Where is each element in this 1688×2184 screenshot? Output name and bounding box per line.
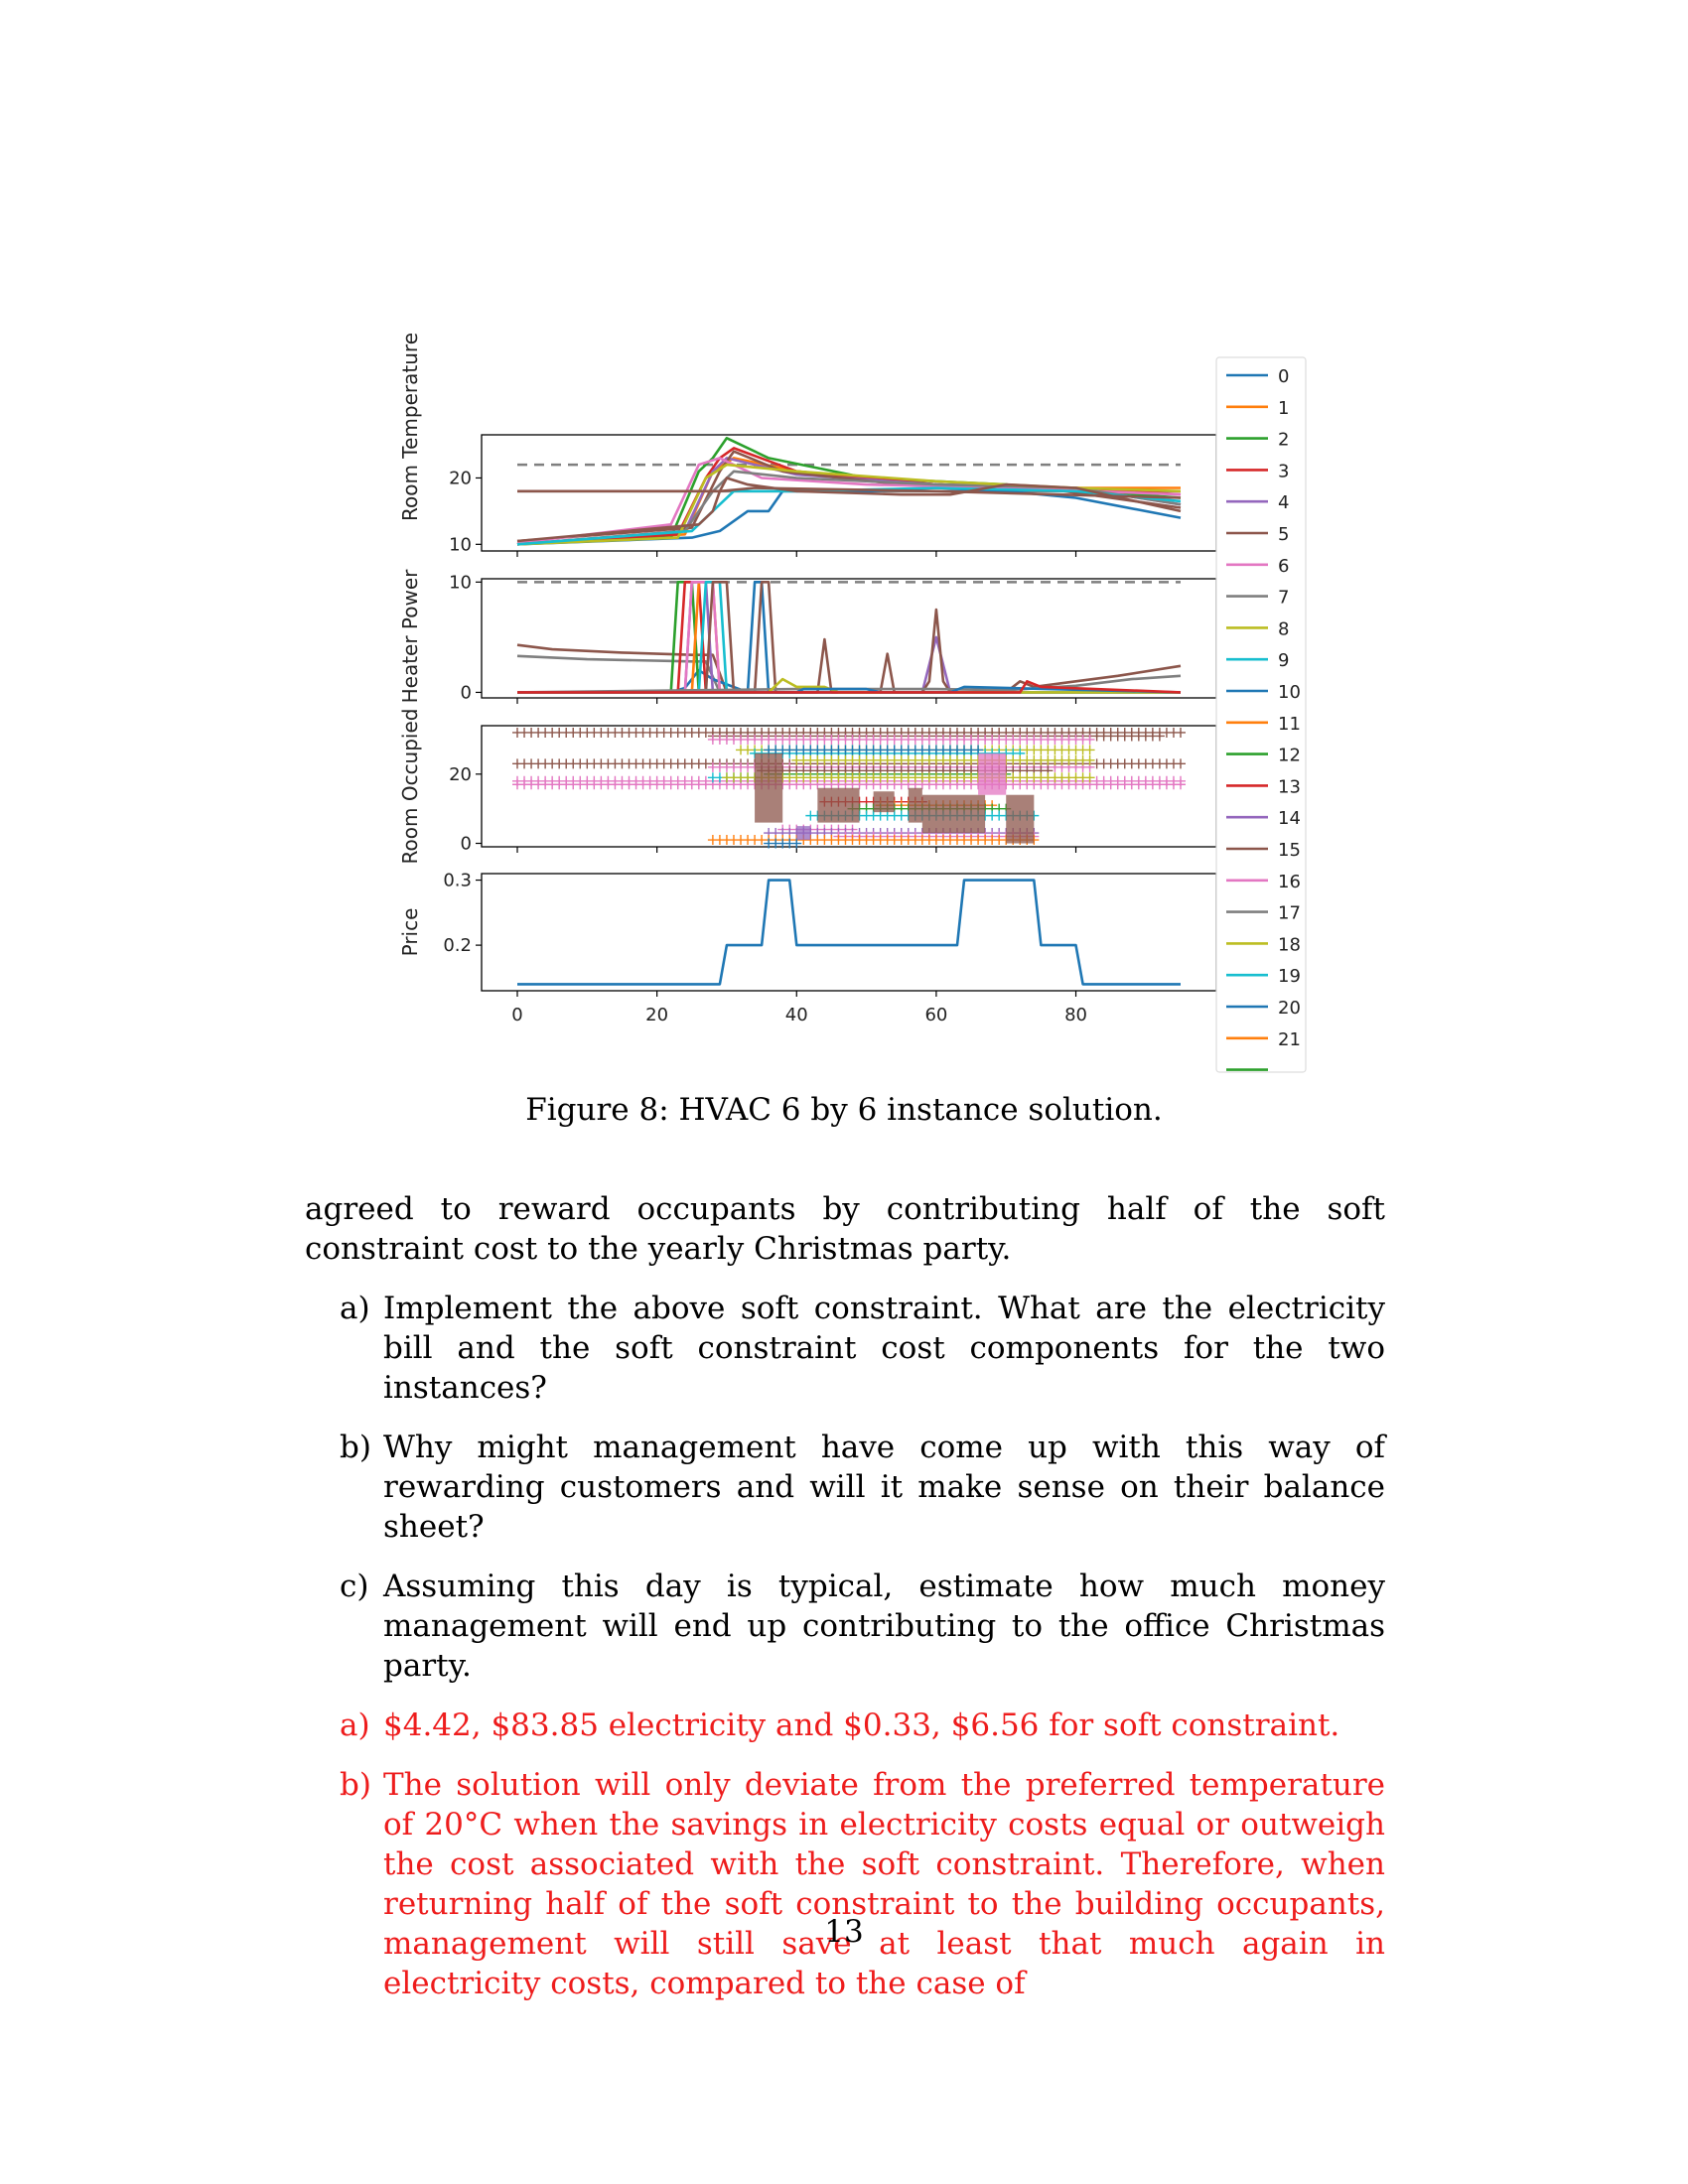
panel-3-ytick-label-0: 0.2 [443,935,472,956]
panel-0-series-6 [516,457,1182,545]
question-c-text: Assuming this day is typical, estimate h… [383,1569,1385,1684]
panel-3-frame [481,873,1217,992]
xtick-label-1: 20 [645,1005,668,1025]
panel-2-marker-block-5 [1006,794,1035,844]
body-paragraph: agreed to reward occupants by contributi… [305,1191,1385,1267]
legend-label-15: 15 [1278,840,1301,861]
legend-label-5: 5 [1278,524,1289,545]
legend-label-7: 7 [1278,588,1289,609]
question-b: b) Why might management have come up wit… [305,1428,1385,1547]
legend-box [1215,356,1307,1073]
page-number: 13 [824,1914,864,1950]
panel-3-series-0 [517,879,1181,986]
panel-0-ytick-label-0: 10 [449,534,472,555]
panel-1-series-9 [517,580,1182,694]
legend-label-3: 3 [1278,461,1289,481]
answer-b-text: The solution will only deviate from the … [383,1767,1385,2001]
xtick-label-3: 60 [924,1005,947,1025]
legend-label-8: 8 [1278,618,1289,639]
question-b-text: Why might management have come up with t… [383,1430,1385,1545]
panel-2-marker-row-5 [707,734,1095,745]
question-c: c) Assuming this day is typical, estimat… [305,1567,1385,1686]
panel-2-marker-block-7 [796,826,811,841]
answer-b-label: b) [340,1767,371,1803]
panel-0-series-10 [517,477,1182,513]
panel-0-ytick-label-1: 20 [449,468,472,488]
legend-label-6: 6 [1278,556,1289,577]
panel-2-marker-block-4 [921,794,986,834]
panel-1-ytick-label-0: 0 [461,682,472,703]
panel-2-marker-block-3 [908,787,922,823]
panel-2-marker-row-3 [512,779,1186,790]
panel-2-marker-block-2 [873,791,895,813]
question-c-label: c) [340,1569,369,1604]
question-a-text: Implement the above soft constraint. Wha… [383,1291,1385,1406]
figure-caption: Figure 8: HVAC 6 by 6 instance solution. [525,1092,1163,1128]
panel-3-ylabel: Price [398,908,422,957]
panel-2-marker-block-6 [978,752,1007,795]
panel-1-series-4 [517,580,1181,694]
panel-1-ytick-label-1: 10 [449,572,472,593]
panel-2-marker-row-8 [764,745,984,755]
hvac-solution-figure: 10 20 Room Temperature 0 10 Heater Power 0 20 Ro… [0,0,1688,1082]
legend-label-13: 13 [1278,776,1301,797]
xtick-label-2: 40 [785,1005,808,1025]
xtick-label-4: 80 [1064,1005,1087,1025]
panel-1-series-5 [517,580,1181,694]
panel-2-frame [481,725,1217,848]
panel-1-series-1 [516,654,1181,694]
question-a: a) Implement the above soft constraint. … [305,1289,1385,1408]
legend-label-18: 18 [1278,934,1301,955]
panel-2-marker-block-0 [755,752,783,823]
legend-label-0: 0 [1278,366,1289,387]
panel-2-ytick-label-0: 0 [461,834,472,855]
panel-1-frame [481,578,1217,699]
legend-label-17: 17 [1278,903,1301,924]
panel-1-series-10 [516,674,1182,694]
question-b-label: b) [340,1430,371,1465]
panel-2-ylabel: Room Occupied [398,709,422,865]
answer-a: a) $4.42, $83.85 electricity and $0.33, … [305,1706,1385,1745]
panel-1-series-2 [517,580,1181,694]
legend-label-4: 4 [1278,492,1289,513]
panel-2-marker-block-1 [817,787,860,823]
legend-label-14: 14 [1278,808,1301,829]
panel-1-series-3 [517,580,1181,694]
legend-label-16: 16 [1278,872,1301,892]
legend-label-1: 1 [1278,398,1289,419]
legend-label-20: 20 [1278,998,1301,1019]
panel-1-ylabel: Heater Power [398,569,422,704]
legend-label-19: 19 [1278,966,1301,987]
panel-1-series-13 [517,679,1182,694]
panel-3-ytick-label-1: 0.3 [443,871,472,891]
answer-a-text: $4.42, $83.85 electricity and $0.33, $6.… [383,1707,1340,1743]
legend-label-11: 11 [1278,714,1301,735]
question-a-label: a) [340,1291,370,1326]
answer-b: b) The solution will only deviate from t… [305,1765,1385,2003]
panel-0-series-9 [516,486,1182,546]
legend-label-21: 21 [1278,1029,1301,1050]
panel-1-series-7 [517,580,1181,694]
panel-1-series-8 [517,580,1181,694]
legend-label-10: 10 [1278,682,1301,703]
panel-1-series-6 [517,580,1181,694]
panel-0-ylabel: Room Temperature [398,333,422,521]
panel-2-ytick-label-1: 20 [449,764,472,785]
page-body: agreed to reward occupants by contributi… [305,1189,1385,2003]
panel-2-marker-row-23 [764,838,802,849]
legend-label-2: 2 [1278,430,1289,451]
answer-a-label: a) [340,1707,370,1743]
legend-label-9: 9 [1278,650,1289,671]
xtick-label-0: 0 [511,1005,522,1025]
legend-label-12: 12 [1278,746,1301,766]
panel-0-series-11 [516,486,1182,543]
